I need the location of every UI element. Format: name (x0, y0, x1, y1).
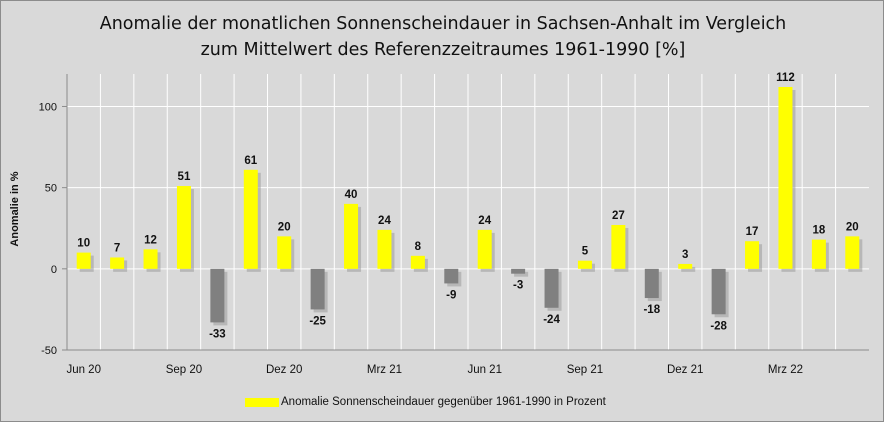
x-tick-label: Jun 20 (66, 364, 101, 376)
x-tick-label: Jun 21 (467, 364, 502, 376)
bar (377, 229, 392, 269)
bar (678, 263, 693, 269)
data-label: 24 (478, 215, 491, 227)
data-label: -28 (710, 320, 727, 332)
data-label: 18 (812, 225, 825, 237)
data-label: 24 (378, 215, 391, 227)
data-label: 20 (846, 221, 859, 233)
chart-title-line-2: zum Mittelwert des Referenzzeitraumes 19… (200, 40, 686, 60)
bar (277, 236, 292, 269)
bar (611, 224, 626, 269)
bar (243, 169, 258, 269)
data-label: 112 (776, 72, 795, 84)
data-label: 51 (178, 171, 191, 183)
bar (745, 241, 760, 269)
y-axis-label: Anomalie in % (9, 171, 21, 247)
x-tick-label: Mrz 22 (768, 364, 803, 376)
data-label: 20 (278, 221, 291, 233)
x-tick-label: Sep 21 (567, 364, 603, 376)
data-label: 7 (114, 242, 120, 254)
bar (477, 229, 492, 269)
bar (711, 268, 726, 315)
legend: Anomalie Sonnenscheindauer gegenüber 196… (245, 394, 606, 410)
y-tick-label: 0 (51, 264, 57, 276)
bar (577, 260, 592, 269)
bar (544, 268, 559, 308)
data-label: -25 (309, 315, 326, 327)
data-label: -18 (643, 304, 660, 316)
data-label: 40 (345, 189, 358, 201)
data-label: -3 (513, 280, 523, 292)
bar (811, 239, 826, 269)
bar (344, 203, 359, 269)
data-label: 61 (244, 155, 257, 167)
data-label: 12 (144, 234, 157, 246)
data-label: 5 (582, 246, 589, 258)
legend-label: Anomalie Sonnenscheindauer gegenüber 196… (281, 396, 606, 408)
chart-title: Anomalie der monatlichen Sonnenscheindau… (1, 11, 883, 63)
bar (845, 236, 860, 269)
data-label: 8 (415, 241, 422, 253)
bar (210, 268, 225, 323)
data-label: 10 (77, 238, 90, 250)
chart-title-line-1: Anomalie der monatlichen Sonnenscheindau… (99, 14, 787, 34)
x-tick-label: Mrz 21 (367, 364, 402, 376)
bar (444, 268, 459, 284)
bar (110, 257, 125, 269)
data-label: 27 (612, 210, 625, 222)
bar (511, 268, 526, 274)
data-label: 17 (746, 226, 759, 238)
bar-shadow (681, 266, 696, 272)
data-label: -9 (446, 289, 456, 301)
x-tick-label: Dez 20 (266, 364, 302, 376)
bar (778, 86, 793, 269)
y-tick-label: 100 (39, 101, 57, 113)
y-tick-label: 50 (45, 183, 57, 195)
bar-shadow (514, 271, 529, 277)
x-tick-label: Sep 20 (166, 364, 202, 376)
bar (76, 252, 91, 269)
y-tick-label: -50 (41, 345, 57, 357)
bar (410, 255, 425, 269)
bar (143, 249, 158, 269)
x-tick-label: Dez 21 (667, 364, 703, 376)
data-label: -33 (209, 328, 226, 340)
legend-swatch (245, 397, 279, 407)
data-label: -24 (543, 314, 560, 326)
bar (310, 268, 325, 310)
bar (644, 268, 659, 299)
data-label: 3 (682, 249, 688, 261)
bar (176, 186, 191, 269)
